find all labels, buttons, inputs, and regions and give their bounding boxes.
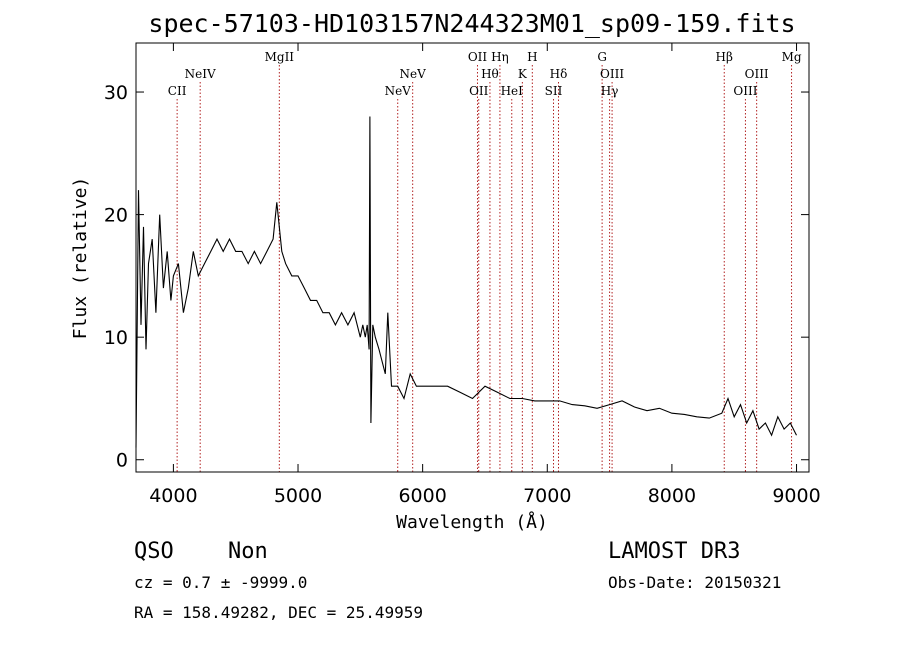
x-tick-label: 7000: [523, 485, 571, 507]
emission-line-label: OIII: [745, 67, 769, 81]
coordinates: RA = 158.49282, DEC = 25.49959: [134, 603, 423, 622]
emission-line-label: Hβ: [716, 50, 733, 64]
emission-line-label: G: [597, 50, 607, 64]
x-tick-label: 9000: [772, 485, 820, 507]
obs-date: Obs-Date: 20150321: [608, 573, 781, 592]
emission-line-label: SII: [545, 84, 563, 98]
emission-line-label: OII: [469, 84, 489, 98]
object-subclass: Non: [228, 539, 268, 564]
emission-line-label: H: [527, 50, 537, 64]
emission-line-label: Hη: [491, 50, 509, 64]
y-tick-label: 0: [116, 450, 128, 472]
redshift-cz: cz = 0.7 ± -9999.0: [134, 573, 307, 592]
emission-line-label: Hδ: [550, 67, 568, 81]
emission-line-labels: CII NeIV MgII NeV NeV OII OII Hθ Hη HeI KH SII Hδ G OI…: [168, 50, 802, 98]
emission-line-label: NeV: [400, 67, 427, 81]
x-tick-label: 4000: [149, 485, 197, 507]
object-class: QSO: [134, 539, 174, 564]
x-axis-ticks: 4000 5000 6000 7000 8000 9000: [149, 43, 821, 507]
x-tick-label: 6000: [398, 485, 446, 507]
survey-name: LAMOST DR3: [608, 539, 740, 564]
x-tick-label: 5000: [274, 485, 322, 507]
x-axis-label: Wavelength (Å): [396, 511, 548, 533]
emission-line-label: K: [518, 67, 528, 81]
y-tick-label: 30: [104, 82, 128, 104]
spectrum-series: [135, 116, 797, 448]
y-axis-label: Flux (relative): [70, 177, 91, 340]
plot-frame: [135, 42, 810, 473]
y-axis-ticks: 0 10 20 30: [104, 82, 809, 472]
emission-line-label: Mg: [782, 50, 802, 64]
emission-line-label: NeIV: [185, 67, 216, 81]
emission-line-label: OIII: [733, 84, 757, 98]
emission-line-label: Hθ: [481, 67, 499, 81]
x-tick-label: 8000: [648, 485, 696, 507]
emission-line-markers: [176, 65, 793, 472]
emission-line-label: HeI: [501, 84, 524, 98]
chart-title: spec-57103-HD103157N244323M01_sp09-159.f…: [148, 9, 795, 38]
emission-line-label: CII: [168, 84, 187, 98]
emission-line-label: OII: [468, 50, 488, 64]
y-tick-label: 10: [104, 327, 128, 349]
y-tick-label: 20: [104, 205, 128, 227]
emission-line-label: Hγ: [601, 84, 619, 98]
emission-line-label: OIII: [600, 67, 624, 81]
emission-line-label: NeV: [385, 84, 412, 98]
emission-line-label: MgII: [265, 50, 295, 64]
